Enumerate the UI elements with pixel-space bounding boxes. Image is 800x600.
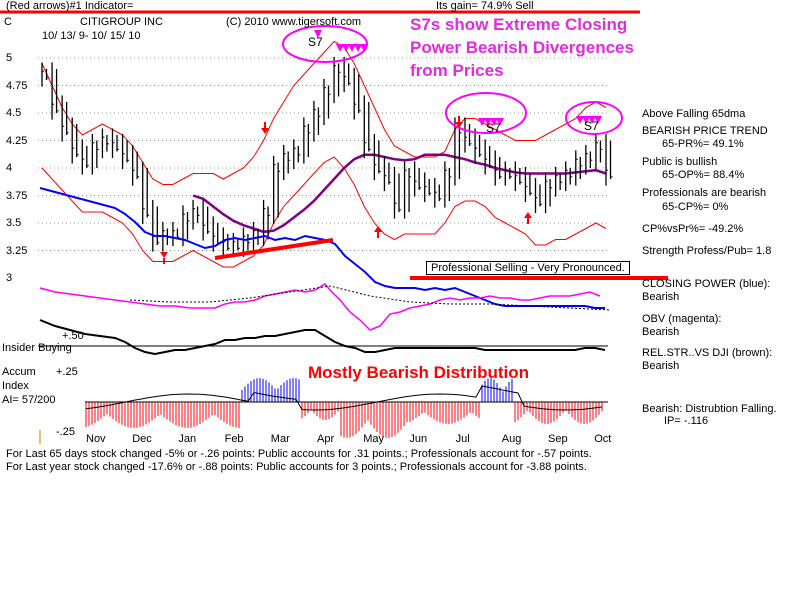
right-panel-line: Professionals are bearish xyxy=(642,187,767,199)
right-panel-line: 65-CP%= 0% xyxy=(662,201,729,213)
upper-band-line xyxy=(41,40,607,185)
month-label: Oct xyxy=(594,433,612,445)
copyright: (C) 2010 www.tigersoft.com xyxy=(226,16,362,28)
accum-label: Accum xyxy=(2,366,36,378)
right-panel-line: 65-OP%= 88.4% xyxy=(662,169,745,181)
headline-line1: S7s show Extreme Closing xyxy=(410,15,628,34)
red-arrow-up xyxy=(160,252,168,258)
right-panel-line: Bearish xyxy=(642,326,680,338)
headline-line3: from Prices xyxy=(410,61,504,80)
footer-line2: For Last year stock changed -17.6% or -.… xyxy=(6,461,587,473)
minus25-label: -.25 xyxy=(56,426,75,438)
right-panel-line: OBV (magenta): xyxy=(642,313,722,325)
price-bars xyxy=(41,56,613,258)
insider-buying-label: Insider Buying xyxy=(2,342,72,354)
sell-arrows-cluster xyxy=(478,118,504,126)
gridlines xyxy=(38,57,608,251)
month-label: May xyxy=(363,433,384,445)
red-arrow-up xyxy=(374,226,382,232)
professional-selling-box: Professional Selling - Very Pronounced. xyxy=(426,261,630,275)
headline-line2: Power Bearish Divergences xyxy=(410,38,634,57)
sell-arrows-cluster xyxy=(314,30,368,52)
s7-highlight-circle xyxy=(445,92,527,134)
s7-label: S7 xyxy=(308,35,323,49)
plus50-label: +.50 xyxy=(62,330,84,342)
date-range: 10/ 13/ 9- 10/ 15/ 10 xyxy=(42,30,141,42)
y-tick-label: 4 xyxy=(6,162,13,174)
red-indicator-arrows xyxy=(160,116,532,264)
right-panel-line: BEARISH PRICE TREND xyxy=(642,125,768,137)
accum-ma-line xyxy=(85,385,603,411)
month-label: Apr xyxy=(317,433,335,445)
month-label: Jul xyxy=(455,433,470,445)
right-panel-line: Bearish: Distrubtion Falling. xyxy=(642,403,777,415)
y-tick-label: 4.5 xyxy=(6,107,22,119)
index-label: Index xyxy=(2,380,29,392)
right-panel-line: Public is bullish xyxy=(642,156,718,168)
y-tick-label: 3.75 xyxy=(6,189,28,202)
right-panel-line: REL.STR..VS DJI (brown): xyxy=(642,347,773,359)
right-panel-line: IP= -.116 xyxy=(664,415,709,427)
indicator-label: (Red arrows)#1 Indicator= xyxy=(6,0,134,12)
y-tick-label: 4.25 xyxy=(6,134,28,147)
right-panel-line: CP%vsPr%= -49.2% xyxy=(642,223,744,235)
right-panel-line: Above Falling 65dma xyxy=(642,108,746,120)
y-tick-label: 3.5 xyxy=(6,217,22,229)
month-label: Jun xyxy=(409,433,428,445)
s7-label: S7 xyxy=(584,119,599,133)
series-layer xyxy=(41,40,607,268)
sell-arrows-cluster xyxy=(576,116,602,124)
right-panel-line: Bearish xyxy=(642,360,680,372)
red-arrow-down xyxy=(455,122,463,128)
company-name: CITIGROUP INC xyxy=(80,16,163,28)
ma65-line xyxy=(192,153,607,234)
right-panel-line: 65-PR%= 49.1% xyxy=(662,138,744,150)
gain-label: Its gain= 74.9% Sell xyxy=(436,0,534,12)
month-label: Dec xyxy=(132,433,152,445)
right-panel-line: CLOSING POWER (blue): xyxy=(642,278,771,290)
month-label: Mar xyxy=(270,433,290,445)
red-arrow-up xyxy=(524,212,532,218)
month-label: Jan xyxy=(178,433,197,445)
red-arrow-down xyxy=(261,128,269,134)
right-panel-line: Strength Profess/Pub= 1.8 xyxy=(642,245,772,257)
obv-line xyxy=(39,283,601,331)
s7-label: S7 xyxy=(486,121,501,135)
closing-power-trendline xyxy=(214,238,334,260)
distribution-label: Mostly Bearish Distribution xyxy=(308,363,530,382)
closing-power-line xyxy=(39,187,605,309)
accum-index-histogram xyxy=(85,378,603,438)
s7-highlight-circle xyxy=(565,101,623,135)
lower-band-line xyxy=(41,156,607,268)
month-label: Sep xyxy=(548,433,568,445)
plus25-label: +.25 xyxy=(56,366,78,378)
footer-line1: For Last 65 days stock changed -5% or -.… xyxy=(6,448,592,460)
month-label: Aug xyxy=(501,433,522,445)
ai-label: AI= 57/200 xyxy=(2,394,56,406)
month-label: Feb xyxy=(224,433,244,445)
obv-ma-line xyxy=(129,285,611,311)
right-panel-line: Bearish xyxy=(642,291,680,303)
y-tick-label: 3 xyxy=(6,272,13,284)
rel-strength-line xyxy=(39,319,606,356)
month-label: Nov xyxy=(86,433,106,445)
y-tick-label: 5 xyxy=(6,52,13,64)
y-tick-label: 3.25 xyxy=(6,244,28,257)
y-tick-label: 4.75 xyxy=(6,79,28,92)
ticker-symbol: C xyxy=(4,16,12,28)
